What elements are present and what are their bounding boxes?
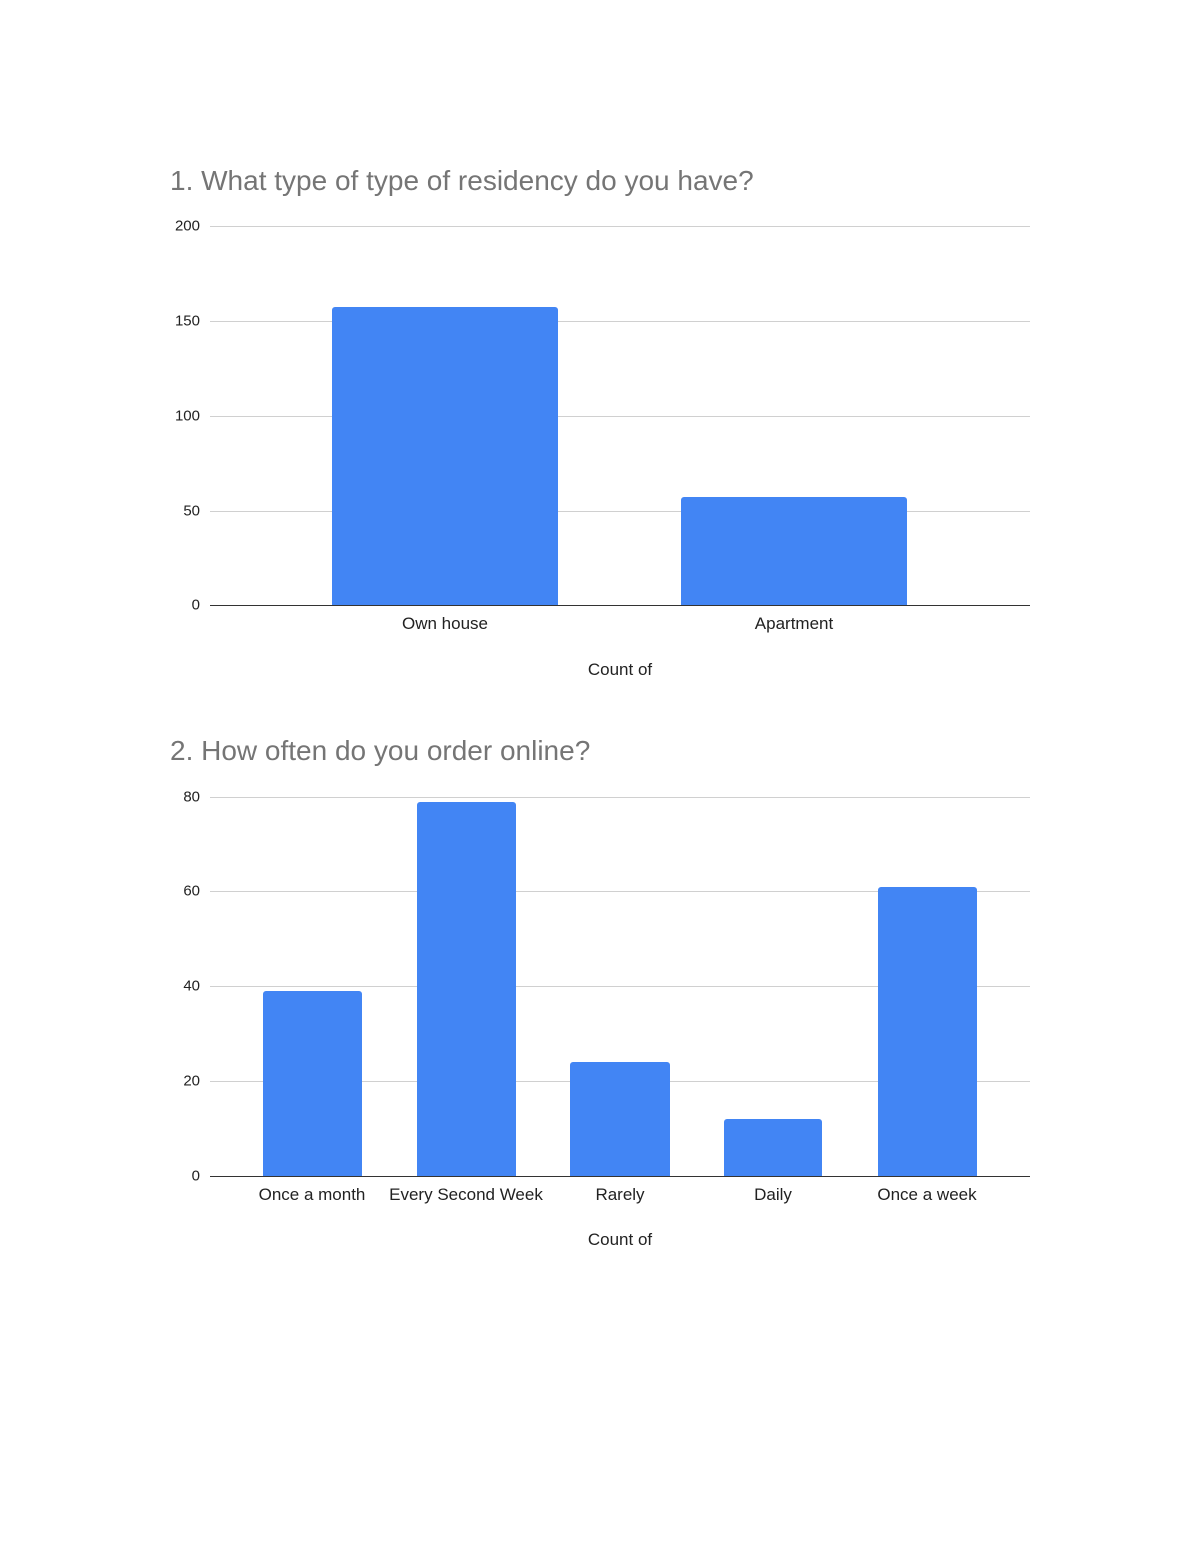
gridline (210, 797, 1030, 798)
bar-apartment[interactable] (681, 497, 907, 605)
chart-order-frequency: 2. How often do you order online? 80 60 … (170, 735, 1030, 1249)
bar-every-second-week[interactable] (417, 802, 516, 1176)
gridline (210, 226, 1030, 227)
chart-title: 2. How often do you order online? (170, 735, 591, 766)
y-tick-label: 150 (174, 312, 200, 330)
x-tick-label: Own house (402, 614, 488, 633)
y-tick-label: 60 (183, 882, 200, 900)
gridline (210, 986, 1030, 987)
y-tick-label: 0 (191, 1167, 200, 1185)
bar-rarely[interactable] (570, 1062, 670, 1176)
plot-area: 200 150 100 50 0 (175, 218, 1030, 614)
gridline (210, 891, 1030, 892)
bar-once-a-month[interactable] (263, 991, 362, 1176)
bar-own-house[interactable] (332, 307, 558, 605)
chart-title: 1. What type of type of residency do you… (170, 165, 754, 196)
y-tick-label: 0 (191, 596, 200, 614)
x-axis-title: Count of (587, 1230, 653, 1249)
x-tick-label: Once a week (877, 1185, 977, 1204)
x-axis-line (210, 1176, 1030, 1177)
y-tick-label: 40 (183, 977, 200, 995)
gridline (210, 416, 1030, 417)
y-tick-label: 100 (174, 407, 200, 425)
plot-area: 80 60 40 20 0 (183, 789, 1030, 1185)
y-tick-label: 200 (174, 217, 200, 235)
x-tick-label: Once a month (258, 1185, 366, 1204)
x-tick-label: Apartment (754, 614, 834, 633)
x-tick-label: Daily (754, 1185, 792, 1204)
y-tick-label: 50 (183, 502, 200, 520)
x-tick-label: Rarely (595, 1185, 645, 1204)
bar-once-a-week[interactable] (878, 887, 977, 1176)
y-tick-label: 20 (183, 1072, 200, 1090)
x-axis-title: Count of (587, 660, 653, 679)
chart-residency: 1. What type of type of residency do you… (0, 0, 1200, 700)
gridline (210, 321, 1030, 322)
gridline (210, 511, 1030, 512)
bar-daily[interactable] (724, 1119, 822, 1176)
y-tick-label: 80 (183, 788, 200, 806)
x-axis-line (210, 605, 1030, 606)
x-tick-label: Every Second Week (389, 1185, 543, 1204)
